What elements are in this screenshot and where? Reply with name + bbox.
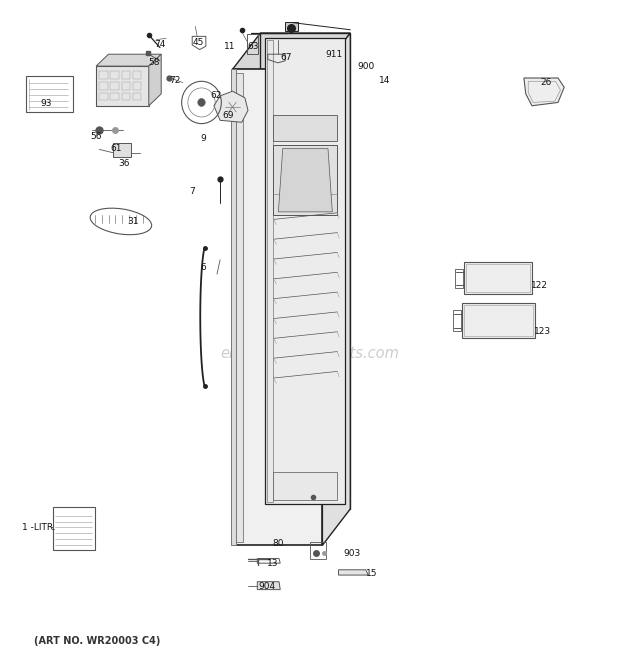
Polygon shape — [232, 33, 350, 69]
Text: 9: 9 — [200, 134, 206, 143]
Polygon shape — [149, 54, 161, 106]
Text: 26: 26 — [540, 78, 551, 87]
Bar — [464, 305, 533, 336]
Text: 123: 123 — [534, 327, 551, 336]
Bar — [232, 69, 322, 545]
Polygon shape — [214, 91, 248, 122]
Bar — [466, 264, 530, 292]
Bar — [265, 38, 345, 504]
Bar — [260, 33, 350, 509]
Text: 911: 911 — [325, 50, 342, 59]
Bar — [453, 311, 461, 331]
Text: 7: 7 — [189, 187, 195, 196]
Polygon shape — [524, 78, 564, 106]
Text: 74: 74 — [154, 40, 166, 50]
Text: 900: 900 — [357, 61, 374, 71]
Bar — [26, 76, 73, 112]
Text: 56: 56 — [91, 132, 102, 141]
Text: 69: 69 — [223, 111, 234, 120]
Bar — [273, 115, 337, 141]
Bar — [273, 145, 337, 215]
Text: 93: 93 — [41, 99, 52, 108]
Bar — [133, 71, 141, 79]
Text: eReplacementParts.com: eReplacementParts.com — [221, 346, 399, 361]
Text: 31: 31 — [128, 217, 139, 226]
Polygon shape — [96, 54, 161, 66]
Bar — [231, 69, 236, 545]
Bar — [133, 82, 141, 90]
Bar — [236, 73, 243, 542]
Bar — [122, 71, 130, 79]
Bar — [267, 40, 273, 502]
Text: 11: 11 — [224, 42, 235, 51]
Text: 14: 14 — [379, 76, 390, 85]
Text: 36: 36 — [118, 159, 130, 169]
Polygon shape — [339, 570, 368, 575]
Bar — [110, 71, 119, 79]
Text: 1 -LITR.: 1 -LITR. — [22, 523, 55, 532]
Text: 45: 45 — [193, 38, 204, 48]
Text: 80: 80 — [272, 539, 283, 548]
Text: (ART NO. WR20003 C4): (ART NO. WR20003 C4) — [34, 637, 161, 646]
Text: 904: 904 — [258, 582, 275, 592]
Text: 67: 67 — [281, 53, 292, 62]
Text: 15: 15 — [366, 568, 378, 578]
Polygon shape — [278, 149, 332, 212]
Bar — [99, 82, 108, 90]
Text: 58: 58 — [148, 58, 159, 67]
Text: 122: 122 — [531, 281, 548, 290]
Bar — [310, 542, 326, 559]
Bar — [273, 473, 337, 500]
Bar — [110, 82, 119, 90]
Text: 62: 62 — [210, 91, 221, 100]
Text: 13: 13 — [267, 559, 278, 568]
Bar — [122, 93, 130, 100]
Bar — [455, 269, 463, 288]
Text: 61: 61 — [111, 144, 122, 153]
Bar — [53, 507, 95, 550]
Circle shape — [198, 98, 205, 106]
Bar — [133, 93, 141, 100]
Bar — [462, 303, 535, 338]
Bar — [110, 93, 119, 100]
Bar — [96, 66, 149, 106]
Bar — [122, 82, 130, 90]
Polygon shape — [322, 33, 350, 545]
Text: 63: 63 — [247, 42, 259, 51]
Text: 72: 72 — [169, 76, 180, 85]
Bar — [464, 262, 532, 294]
Bar — [247, 34, 258, 54]
Bar — [285, 22, 298, 31]
Bar — [99, 93, 108, 100]
Bar — [99, 71, 108, 79]
Bar — [113, 143, 131, 157]
Text: 6: 6 — [200, 263, 206, 272]
Polygon shape — [257, 582, 280, 590]
Text: 903: 903 — [343, 549, 361, 558]
